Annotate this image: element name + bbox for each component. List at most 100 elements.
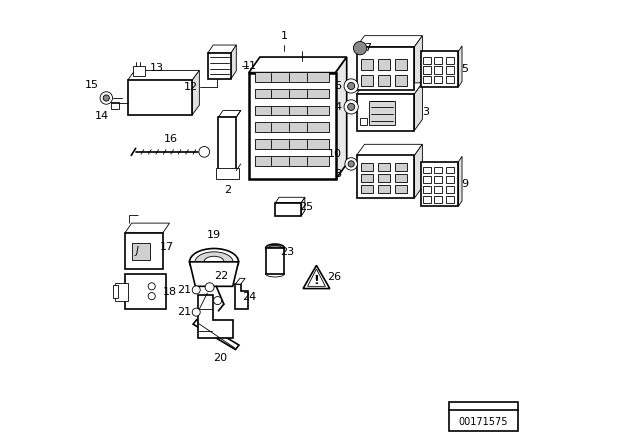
Text: 22: 22 <box>214 271 228 281</box>
Bar <box>435 186 442 193</box>
Text: 10: 10 <box>328 149 341 159</box>
Bar <box>423 196 431 202</box>
Text: 5: 5 <box>461 64 468 74</box>
Text: 2: 2 <box>224 185 231 195</box>
Text: 00171575: 00171575 <box>459 418 508 427</box>
Bar <box>395 174 407 182</box>
Bar <box>125 274 166 310</box>
Circle shape <box>148 293 156 300</box>
Bar <box>445 186 454 193</box>
Bar <box>435 167 442 173</box>
Polygon shape <box>275 197 305 202</box>
Text: 18: 18 <box>163 287 177 297</box>
Bar <box>420 162 458 206</box>
Polygon shape <box>189 262 239 286</box>
Text: 17: 17 <box>159 242 173 252</box>
Bar <box>435 177 442 183</box>
Text: 23: 23 <box>280 246 294 257</box>
Text: 4: 4 <box>334 102 341 112</box>
Bar <box>356 47 414 90</box>
Ellipse shape <box>266 244 284 252</box>
Polygon shape <box>249 57 347 73</box>
Bar <box>127 80 192 115</box>
Ellipse shape <box>266 271 284 277</box>
Bar <box>378 174 390 182</box>
Polygon shape <box>356 36 422 47</box>
Bar <box>435 66 442 73</box>
Ellipse shape <box>189 249 239 275</box>
Text: 3: 3 <box>422 107 429 117</box>
Bar <box>216 168 239 180</box>
Text: 25: 25 <box>300 202 314 212</box>
Bar <box>423 66 431 73</box>
Text: 26: 26 <box>327 272 341 282</box>
Bar <box>361 75 373 86</box>
Polygon shape <box>458 156 462 206</box>
Circle shape <box>348 103 355 111</box>
Bar <box>420 51 458 87</box>
Bar <box>266 248 284 274</box>
Text: 13: 13 <box>150 63 164 73</box>
Text: 15: 15 <box>85 80 99 90</box>
Bar <box>423 167 431 173</box>
Polygon shape <box>335 57 347 180</box>
Circle shape <box>199 146 209 157</box>
Bar <box>435 76 442 83</box>
Bar <box>445 76 454 83</box>
Bar <box>115 283 127 301</box>
Bar <box>361 163 373 171</box>
Circle shape <box>148 283 156 290</box>
Text: 16: 16 <box>163 134 177 144</box>
Text: 9: 9 <box>461 179 468 189</box>
Bar <box>378 185 390 193</box>
Text: 14: 14 <box>95 112 109 121</box>
Bar <box>445 196 454 202</box>
Ellipse shape <box>268 246 282 251</box>
Text: 1: 1 <box>281 31 288 42</box>
Circle shape <box>192 308 200 316</box>
Polygon shape <box>236 278 245 284</box>
Polygon shape <box>231 45 236 79</box>
Text: J: J <box>135 246 138 256</box>
Bar <box>125 233 163 269</box>
Bar <box>361 59 373 70</box>
Polygon shape <box>356 83 422 94</box>
Bar <box>435 56 442 64</box>
Bar <box>356 155 414 198</box>
Bar <box>369 101 395 125</box>
Ellipse shape <box>204 256 224 267</box>
Text: 21: 21 <box>177 307 191 317</box>
Polygon shape <box>458 414 502 426</box>
Text: 7: 7 <box>365 43 372 53</box>
Bar <box>356 94 414 130</box>
Polygon shape <box>198 295 233 337</box>
Bar <box>249 73 335 180</box>
Bar <box>255 106 329 116</box>
Polygon shape <box>414 36 422 90</box>
Bar <box>395 59 407 70</box>
Polygon shape <box>218 111 241 117</box>
Polygon shape <box>208 45 236 53</box>
Circle shape <box>348 82 355 90</box>
Bar <box>255 89 329 99</box>
Text: 12: 12 <box>184 82 198 92</box>
Polygon shape <box>303 265 330 289</box>
Text: 19: 19 <box>207 230 221 241</box>
Circle shape <box>214 297 221 305</box>
Ellipse shape <box>195 252 233 272</box>
Text: 20: 20 <box>212 353 227 363</box>
Bar <box>255 72 329 82</box>
Bar <box>395 75 407 86</box>
Bar <box>361 185 373 193</box>
Circle shape <box>103 95 109 101</box>
Polygon shape <box>192 70 199 115</box>
Bar <box>449 402 518 431</box>
Bar <box>133 66 145 76</box>
Polygon shape <box>414 83 422 130</box>
Polygon shape <box>308 269 325 286</box>
Polygon shape <box>454 413 507 428</box>
Bar <box>423 186 431 193</box>
Text: 24: 24 <box>243 293 257 302</box>
Polygon shape <box>236 284 248 309</box>
Polygon shape <box>356 144 422 155</box>
